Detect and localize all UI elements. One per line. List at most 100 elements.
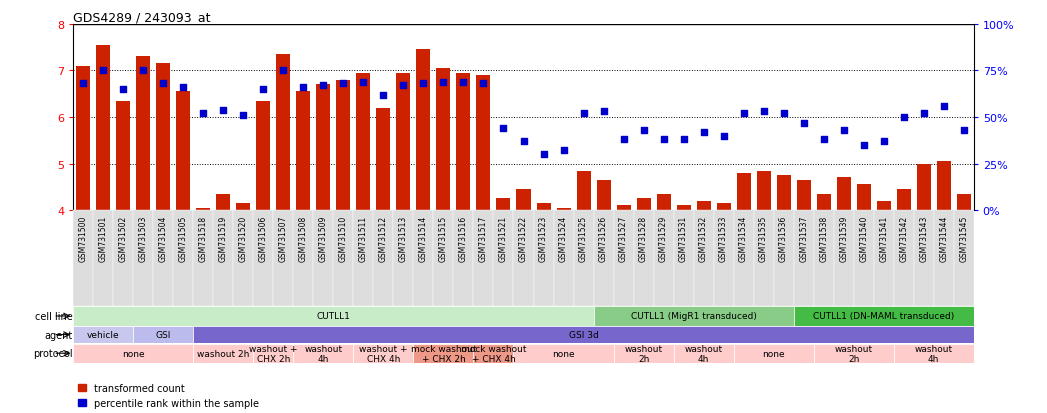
Bar (233, 211, 253, 306)
Bar (153, 211, 174, 306)
Bar (276, 55, 290, 211)
Text: GSM731504: GSM731504 (159, 215, 168, 261)
Point (755, 109, 772, 115)
Bar (76, 66, 90, 211)
Bar (833, 211, 853, 306)
Bar (296, 92, 310, 211)
Text: GSM731517: GSM731517 (478, 215, 488, 261)
Bar (313, 211, 333, 306)
Bar (577, 171, 591, 211)
Bar (734, 211, 754, 306)
Text: washout
4h: washout 4h (305, 344, 342, 363)
Text: GSM731509: GSM731509 (319, 215, 328, 261)
Text: washout +
CHX 2h: washout + CHX 2h (249, 344, 297, 363)
Bar (754, 211, 774, 306)
Text: washout 2h: washout 2h (197, 349, 249, 358)
Text: GSM731501: GSM731501 (98, 215, 108, 261)
Bar (594, 211, 614, 306)
Bar (557, 208, 571, 211)
Text: GSM731510: GSM731510 (339, 215, 348, 261)
Bar (456, 74, 470, 211)
Bar (214, 211, 233, 306)
Text: GSM731523: GSM731523 (539, 215, 548, 261)
Point (595, 109, 611, 115)
Bar (194, 211, 214, 306)
Bar (156, 64, 171, 211)
Point (915, 111, 932, 117)
Text: GDS4289 / 243093_at: GDS4289 / 243093_at (73, 11, 210, 24)
Bar (394, 211, 414, 306)
Bar (734, 344, 814, 363)
Bar (336, 81, 351, 211)
Point (175, 85, 192, 91)
Text: agent: agent (44, 330, 72, 340)
Bar (777, 176, 790, 211)
Text: GSM731500: GSM731500 (79, 215, 88, 261)
Bar (797, 180, 810, 211)
Point (255, 86, 272, 93)
Bar (873, 211, 894, 306)
Text: GSM731538: GSM731538 (819, 215, 828, 261)
Text: GSM731503: GSM731503 (139, 215, 148, 261)
Bar (757, 171, 771, 211)
Text: GSM731527: GSM731527 (619, 215, 628, 261)
Bar (554, 211, 574, 306)
Bar (73, 327, 133, 343)
Bar (856, 185, 871, 211)
Point (375, 92, 392, 99)
Text: washout
4h: washout 4h (915, 344, 953, 363)
Text: GSM731506: GSM731506 (259, 215, 268, 261)
Text: GSM731536: GSM731536 (779, 215, 788, 261)
Bar (653, 211, 673, 306)
Text: GSM731540: GSM731540 (860, 215, 868, 261)
Text: GSM731532: GSM731532 (699, 215, 708, 261)
Bar (397, 74, 410, 211)
Point (335, 81, 352, 88)
Text: GSM731515: GSM731515 (439, 215, 448, 261)
Text: GSM731537: GSM731537 (799, 215, 808, 261)
Bar (656, 194, 670, 211)
Bar (133, 211, 153, 306)
Text: GSM731522: GSM731522 (519, 215, 528, 261)
Text: GSM731543: GSM731543 (919, 215, 929, 261)
Text: cell line: cell line (35, 311, 72, 321)
Text: GSM731505: GSM731505 (179, 215, 187, 261)
Text: washout
4h: washout 4h (685, 344, 722, 363)
Bar (354, 211, 374, 306)
Point (616, 137, 632, 143)
Bar (617, 206, 630, 211)
Bar (516, 190, 531, 211)
Bar (917, 164, 931, 211)
Text: washout +
CHX 4h: washout + CHX 4h (359, 344, 407, 363)
Point (235, 112, 251, 119)
Bar (693, 211, 714, 306)
Bar (473, 344, 513, 363)
Bar (113, 211, 133, 306)
Point (215, 107, 231, 114)
Bar (476, 76, 490, 211)
Bar (194, 344, 253, 363)
Point (495, 126, 512, 132)
Bar (356, 74, 371, 211)
Bar (814, 211, 833, 306)
Bar (93, 211, 113, 306)
Point (836, 127, 852, 134)
Bar (374, 211, 394, 306)
Bar (253, 211, 273, 306)
Point (455, 79, 472, 85)
Bar (273, 211, 293, 306)
Bar (116, 102, 130, 211)
Bar (853, 211, 873, 306)
Bar (73, 344, 194, 363)
Point (475, 81, 492, 88)
Bar (673, 344, 734, 363)
Point (955, 127, 972, 134)
Text: GSM731520: GSM731520 (239, 215, 248, 261)
Bar (194, 327, 974, 343)
Text: GSM731519: GSM731519 (219, 215, 228, 261)
Text: none: none (122, 349, 144, 358)
Bar (737, 173, 751, 211)
Point (675, 137, 692, 143)
Point (636, 127, 652, 134)
Bar (896, 190, 911, 211)
